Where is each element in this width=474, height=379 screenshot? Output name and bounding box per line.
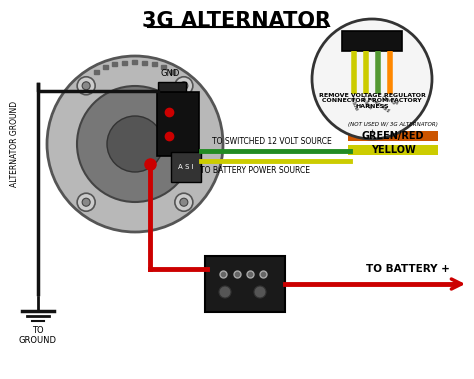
Bar	[102, 66, 108, 69]
Text: Yellow: Yellow	[359, 95, 373, 110]
Circle shape	[180, 198, 188, 206]
Bar	[132, 60, 137, 64]
Text: GREEN/RED: GREEN/RED	[362, 131, 424, 141]
Bar	[152, 63, 157, 66]
Text: 3G ALTERNATOR: 3G ALTERNATOR	[143, 11, 331, 31]
Bar	[122, 61, 127, 64]
Circle shape	[82, 82, 90, 90]
Text: (NOT USED W/ 3G ALTERNATOR): (NOT USED W/ 3G ALTERNATOR)	[348, 122, 438, 127]
Circle shape	[107, 116, 163, 172]
Bar	[205, 256, 285, 312]
Text: TO SWITCHED 12 VOLT SOURCE: TO SWITCHED 12 VOLT SOURCE	[212, 137, 332, 146]
Circle shape	[47, 56, 223, 232]
Circle shape	[77, 193, 95, 211]
Bar	[112, 63, 117, 66]
Bar	[158, 82, 186, 100]
Bar	[348, 145, 438, 155]
Bar	[171, 152, 201, 182]
Bar	[348, 131, 438, 141]
Circle shape	[77, 77, 95, 95]
Circle shape	[175, 77, 193, 95]
Text: Yellow: Yellow	[348, 95, 359, 111]
Bar	[93, 70, 99, 74]
Circle shape	[254, 286, 266, 298]
Text: Orange: Orange	[381, 95, 400, 106]
Text: Green Red: Green Red	[366, 95, 390, 114]
Text: TO
GROUND: TO GROUND	[19, 326, 57, 345]
Circle shape	[82, 198, 90, 206]
Text: TO BATTERY POWER SOURCE: TO BATTERY POWER SOURCE	[200, 166, 310, 175]
Bar	[342, 31, 402, 51]
Circle shape	[175, 193, 193, 211]
Circle shape	[180, 82, 188, 90]
Text: TO BATTERY +: TO BATTERY +	[366, 264, 450, 274]
Text: A S I: A S I	[178, 164, 194, 170]
Circle shape	[312, 19, 432, 139]
Circle shape	[77, 86, 193, 202]
Text: ALTERNATOR GROUND: ALTERNATOR GROUND	[10, 101, 19, 187]
Bar	[142, 61, 147, 64]
Text: YELLOW: YELLOW	[371, 145, 415, 155]
Bar	[157, 92, 199, 156]
Bar	[171, 70, 175, 74]
Bar	[161, 66, 166, 69]
Text: REMOVE VOLTAGE REGULATOR
CONNECTOR FROM FACTORY
HARNESS: REMOVE VOLTAGE REGULATOR CONNECTOR FROM …	[319, 93, 426, 109]
Circle shape	[219, 286, 231, 298]
Text: GND: GND	[160, 69, 180, 78]
